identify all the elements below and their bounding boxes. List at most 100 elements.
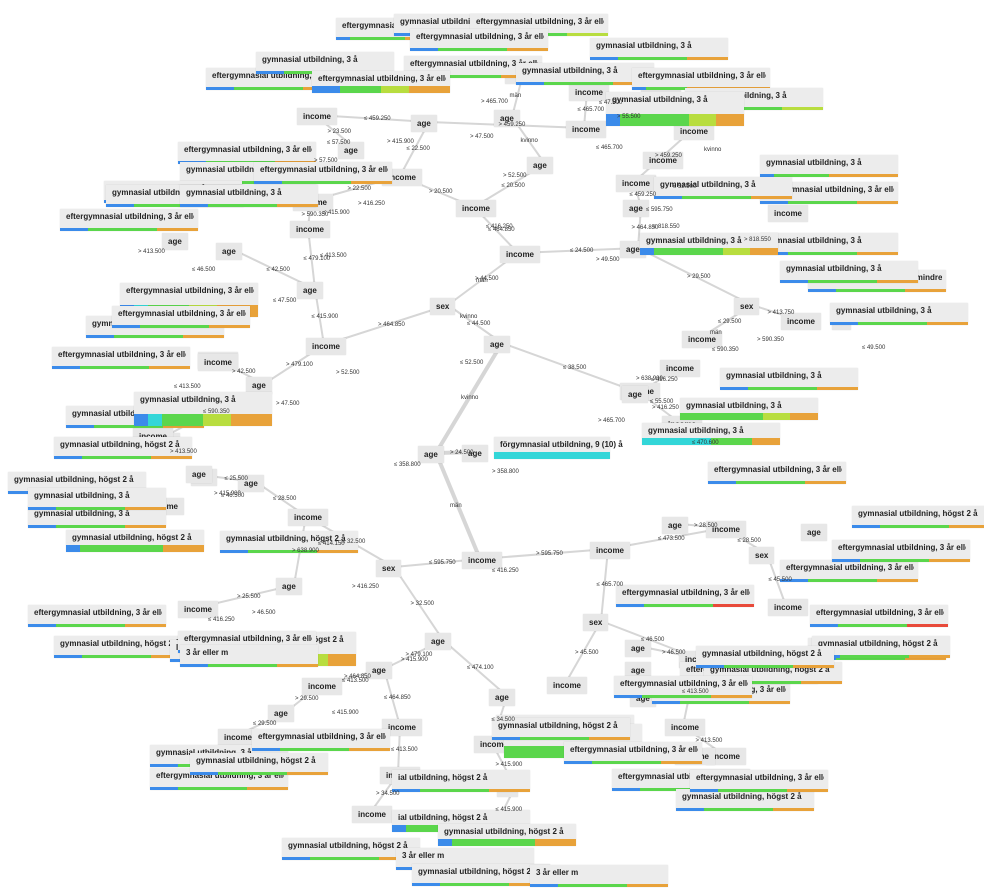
leaf-node[interactable]: eftergymnasial utbildning, 3 år eller m (178, 142, 316, 164)
split-node-age[interactable]: age (276, 578, 302, 595)
leaf-node[interactable]: gymnasial utbildning, 3 å (720, 368, 858, 390)
split-node-age[interactable]: age (366, 662, 392, 679)
leaf-node[interactable]: gymnasial utbildning, högst 2 å (852, 506, 984, 528)
leaf-node[interactable]: eftergymnasial utbildning, 3 år eller m (112, 306, 250, 328)
split-node-sex[interactable]: sex (430, 298, 456, 315)
leaf-node[interactable]: eftergymnasial utbildning, 3 år eller m (760, 182, 898, 204)
leaf-node[interactable]: eftergymnasial utbildning, 3 år eller m (616, 585, 754, 607)
leaf-node[interactable]: ial utbildning, högst 2 å (392, 770, 530, 792)
split-node-age[interactable]: age (268, 705, 294, 722)
split-node-age[interactable]: age (527, 157, 553, 174)
leaf-node[interactable]: eftergymnasial utbildning, 3 år eller m (832, 540, 970, 562)
split-node-age[interactable]: age (801, 524, 827, 541)
leaf-node[interactable]: gymnasial utbildning, 3 å (28, 506, 166, 528)
split-node-income[interactable]: income (456, 200, 497, 217)
split-node-age[interactable]: age (297, 282, 323, 299)
split-node-income[interactable]: income (302, 678, 343, 695)
leaf-node[interactable]: eftergymnasial utbildning, 3 år eller m (614, 676, 752, 698)
leaf-node[interactable]: gymnasial utbildning, högst 2 å (438, 824, 576, 846)
split-node-income[interactable]: income (665, 719, 706, 736)
leaf-node[interactable]: eftergymnasial utbildning, 3 år eller m (28, 605, 166, 627)
leaf-node[interactable]: gymnasial utbildning, 3 å (28, 488, 166, 510)
leaf-node[interactable]: eftergymnasial utbildning, 3 år eller m (564, 742, 702, 764)
leaf-node[interactable]: gymnasial utbildning, 3 å (642, 423, 780, 445)
split-node-income[interactable]: income (566, 121, 607, 138)
split-node-income[interactable]: income (674, 123, 715, 140)
split-node-income[interactable]: income (288, 509, 329, 526)
leaf-node[interactable]: eftergymnasial utbildning, 3 år eller m (52, 347, 190, 369)
leaf-node[interactable]: 3 år eller m (530, 865, 668, 887)
split-node-age[interactable]: age (411, 115, 437, 132)
split-node-age[interactable]: age (462, 445, 488, 462)
split-node-income[interactable]: income (352, 806, 393, 823)
split-node-income[interactable]: income (768, 205, 809, 222)
leaf-node[interactable]: gymnasial utbildning, 3 å (654, 177, 792, 199)
leaf-node[interactable]: gymnasial utbildning, högst 2 å (220, 531, 358, 553)
split-node-age[interactable]: age (489, 689, 515, 706)
split-node-age[interactable]: age (662, 517, 688, 534)
split-node-income[interactable]: income (306, 338, 347, 355)
leaf-node[interactable]: gymnasial utbildning, högst 2 å (676, 789, 814, 811)
split-node-income[interactable]: income (382, 169, 423, 186)
split-node-income[interactable]: income (682, 331, 723, 348)
split-node-sex[interactable]: sex (583, 614, 609, 631)
leaf-node[interactable]: eftergymnasial utbildning, 3 år eller m (810, 605, 948, 627)
split-node-income[interactable]: income (382, 719, 423, 736)
leaf-node[interactable]: gymnasial utbildning, 3 å (134, 392, 272, 426)
leaf-node[interactable]: eftergymnasial utbildning, 3 år eller m (254, 162, 392, 184)
split-node-age[interactable]: age (186, 466, 212, 483)
leaf-node[interactable]: eftergymnasial utbildning, 3 år eller m (690, 770, 828, 792)
split-node-income[interactable]: income (198, 354, 239, 371)
leaf-node[interactable]: gymnasial utbildning, högst 2 å (66, 530, 204, 552)
split-node-income[interactable]: income (781, 313, 822, 330)
leaf-node[interactable]: eftergymnasial utbildning, 3 år eller m (780, 560, 918, 582)
leaf-node[interactable]: gymnasial utbildning, högst 2 å (696, 646, 834, 668)
leaf-node[interactable]: gymnasial utbildning, högst 2 å (412, 864, 550, 886)
split-node-income[interactable]: income (706, 521, 747, 538)
split-node-age[interactable]: age (625, 662, 651, 679)
leaf-node[interactable]: gymnasial utbildning, 3 å (760, 233, 898, 255)
split-node-age[interactable]: age (622, 386, 648, 403)
split-node-age[interactable]: age (216, 243, 242, 260)
leaf-node[interactable]: gymnasial utbildning, högst 2 å (190, 753, 328, 775)
leaf-node[interactable]: gymnasial utbildning, högst 2 å (54, 437, 192, 459)
split-node-age[interactable]: age (418, 446, 444, 463)
split-node-sex[interactable]: sex (376, 560, 402, 577)
split-node-age[interactable]: age (246, 377, 272, 394)
split-node-sex[interactable]: sex (749, 547, 775, 564)
leaf-node[interactable]: gymnasial utbildning, 3 å (180, 185, 318, 207)
leaf-node[interactable]: eftergymnasial utbildning, 3 år eller m (252, 729, 390, 751)
leaf-node[interactable]: gymnasial utbildning, 3 å (760, 155, 898, 177)
leaf-node[interactable]: förgymnasial utbildning, 9 (10) å (494, 437, 623, 459)
split-node-income[interactable]: income (290, 221, 331, 238)
split-node-age[interactable]: age (484, 336, 510, 353)
split-node-sex[interactable]: sex (734, 298, 760, 315)
split-node-age[interactable]: age (238, 475, 264, 492)
split-node-age[interactable]: age (623, 200, 649, 217)
split-node-age[interactable]: age (494, 110, 520, 127)
leaf-node[interactable]: eftergymnasial utbildning, 3 år eller m (60, 209, 198, 231)
leaf-node[interactable]: eftergymnasial utbildning, 3 år eller m (632, 68, 770, 90)
split-node-income[interactable]: income (768, 599, 809, 616)
split-node-age[interactable]: age (425, 633, 451, 650)
leaf-node[interactable]: gymnasial utbildning, 3 å (606, 92, 744, 126)
split-node-age[interactable]: age (620, 241, 646, 258)
split-node-income[interactable]: income (590, 542, 631, 559)
leaf-node[interactable]: gymnasial utbildning, 3 å (590, 38, 728, 60)
split-node-income[interactable]: income (706, 748, 747, 765)
leaf-node[interactable]: gymnasial utbildning, 3 å (780, 261, 918, 283)
split-node-age[interactable]: age (162, 233, 188, 250)
leaf-node[interactable]: gymnasial utbildning, 3 å (830, 303, 968, 325)
leaf-node[interactable]: eftergymnasial utbildning, 3 år eller m (410, 29, 548, 51)
leaf-node[interactable]: gymnasial utbildning, 3 å (640, 233, 778, 255)
split-node-income[interactable]: income (660, 360, 701, 377)
split-node-income[interactable]: income (569, 84, 610, 101)
split-node-income[interactable]: income (547, 677, 588, 694)
split-node-income[interactable]: income (297, 108, 338, 125)
leaf-node[interactable]: eftergymnasial utbildning, 3 år eller m (312, 71, 450, 93)
leaf-node[interactable]: gymnasial utbildning, högst 2 å (492, 718, 630, 740)
split-node-income[interactable]: income (178, 601, 219, 618)
split-node-age[interactable]: age (338, 142, 364, 159)
leaf-node[interactable]: eftergymnasial utbildning, 3 år eller m (708, 462, 846, 484)
leaf-node[interactable]: gymnasial utbildning, 3 å (680, 398, 818, 420)
